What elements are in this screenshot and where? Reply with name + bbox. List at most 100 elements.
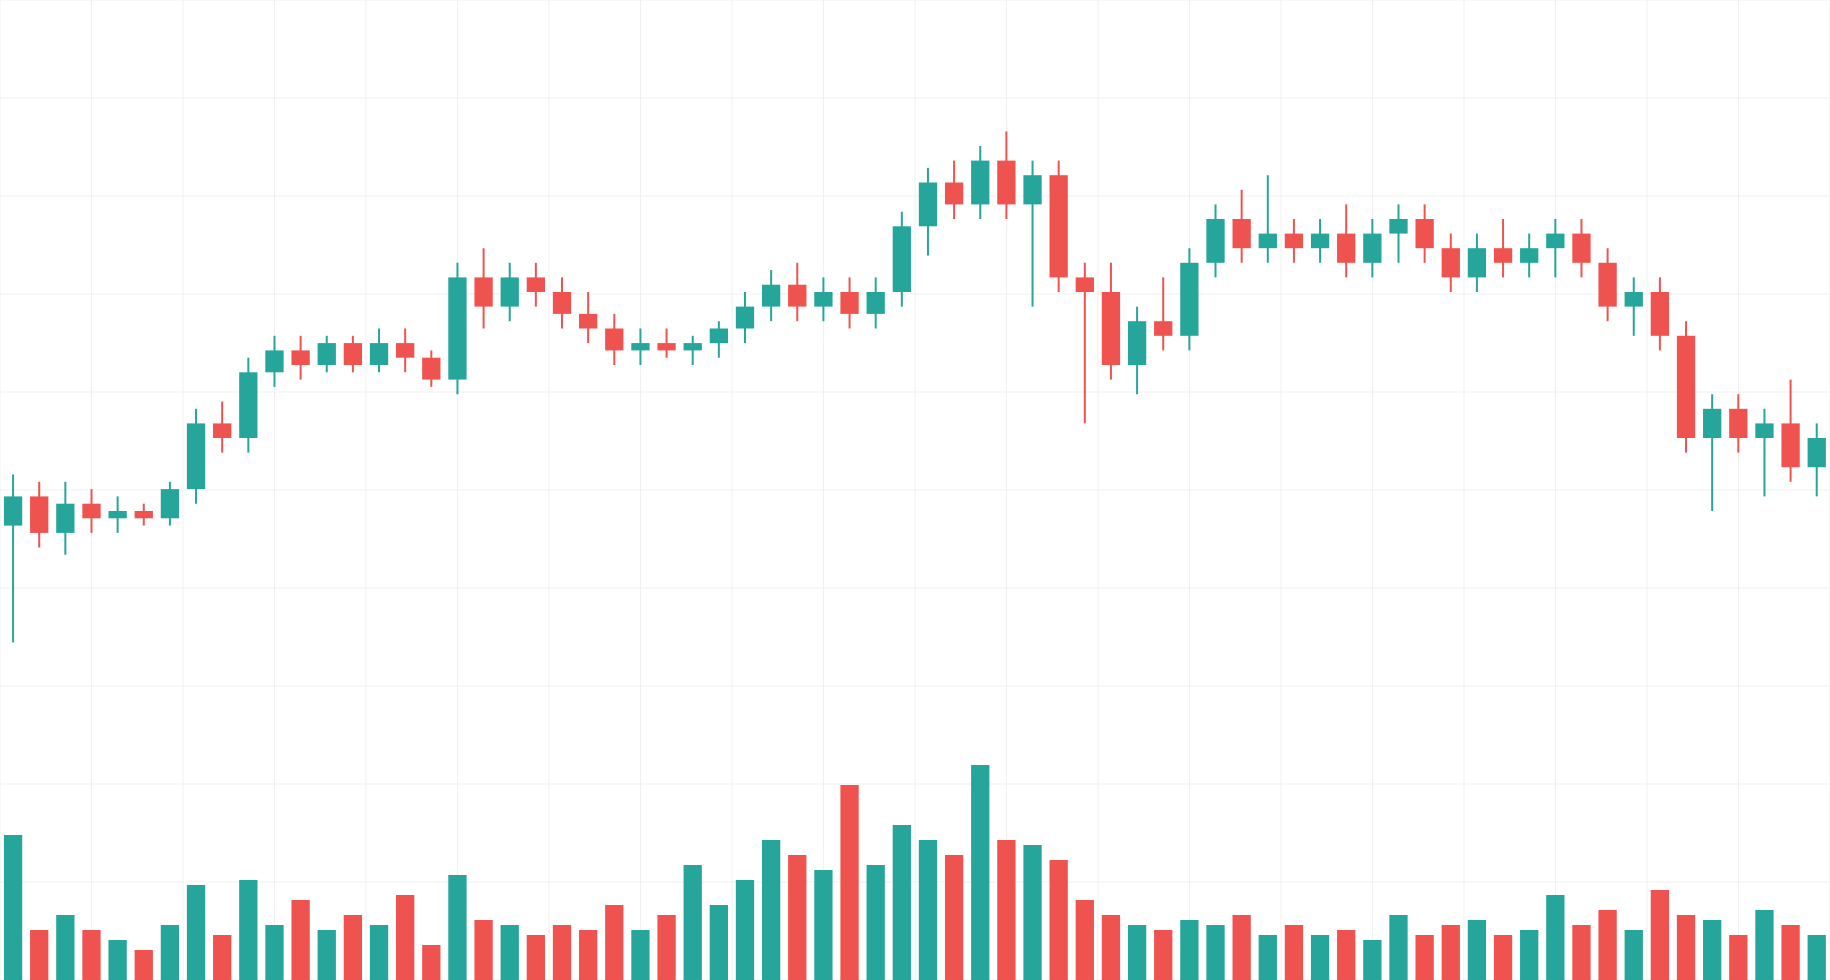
candle-body <box>657 343 675 350</box>
volume-bar <box>840 785 858 980</box>
volume-bar <box>448 875 466 980</box>
candle-body <box>1389 219 1407 234</box>
candle-body <box>710 329 728 344</box>
candle-body <box>919 183 937 227</box>
volume-bar <box>1598 910 1616 980</box>
volume-bar <box>1180 920 1198 980</box>
candle-body <box>1651 292 1669 336</box>
volume-bar <box>1572 925 1590 980</box>
candle-body <box>1233 219 1251 248</box>
volume-bar <box>56 915 74 980</box>
volume-bar <box>1259 935 1277 980</box>
candle-body <box>788 285 806 307</box>
candle-body <box>422 358 440 380</box>
volume-bar <box>605 905 623 980</box>
volume-bar <box>1206 925 1224 980</box>
candle-body <box>291 350 309 365</box>
candle-body <box>1050 175 1068 277</box>
candle-body <box>1259 234 1277 249</box>
volume-bar <box>1442 925 1460 980</box>
candle-body <box>1729 409 1747 438</box>
volume-bar <box>1494 935 1512 980</box>
candle-body <box>684 343 702 350</box>
candle-body <box>1755 423 1773 438</box>
volume-bar <box>1363 940 1381 980</box>
candle-body <box>893 226 911 292</box>
volume-bar <box>631 930 649 980</box>
candle-body <box>239 372 257 438</box>
candle-body <box>1285 234 1303 249</box>
candle-body <box>1494 248 1512 263</box>
candle-body <box>1598 263 1616 307</box>
candle-body <box>945 183 963 205</box>
candlestick-chart <box>0 0 1830 980</box>
volume-bar <box>1625 930 1643 980</box>
candle-body <box>736 307 754 329</box>
candle-body <box>1546 234 1564 249</box>
volume-bar <box>893 825 911 980</box>
volume-bar <box>736 880 754 980</box>
candle-body <box>1781 423 1799 467</box>
volume-bar <box>684 865 702 980</box>
volume-bar <box>1389 915 1407 980</box>
volume-bar <box>1755 910 1773 980</box>
volume-bar <box>265 925 283 980</box>
volume-bar <box>1546 895 1564 980</box>
candle-body <box>213 423 231 438</box>
candle-body <box>971 161 989 205</box>
candle-body <box>1625 292 1643 307</box>
candle-body <box>997 161 1015 205</box>
volume-bar <box>919 840 937 980</box>
candle-body <box>82 504 100 519</box>
candle-body <box>370 343 388 365</box>
candle-body <box>840 292 858 314</box>
chart-grid <box>0 0 1830 980</box>
candle-body <box>1180 263 1198 336</box>
candle-body <box>501 277 519 306</box>
volume-bar <box>1128 925 1146 980</box>
volume-bar <box>867 865 885 980</box>
candle-body <box>1337 234 1355 263</box>
volume-bar <box>187 885 205 980</box>
volume-bar <box>1415 935 1433 980</box>
volume-bar <box>788 855 806 980</box>
volume-bar <box>1468 920 1486 980</box>
volume-bar <box>1023 845 1041 980</box>
volume-bar <box>318 930 336 980</box>
volume-bar <box>762 840 780 980</box>
candle-body <box>318 343 336 365</box>
volume-bar <box>239 880 257 980</box>
candle-body <box>579 314 597 329</box>
volume-bar <box>1520 930 1538 980</box>
volume-bar <box>657 915 675 980</box>
candle-body <box>108 511 126 518</box>
volume-bar <box>1781 925 1799 980</box>
candle-body <box>135 511 153 518</box>
candle-body <box>396 343 414 358</box>
volume-bar <box>396 895 414 980</box>
volume-bar <box>344 915 362 980</box>
volume-bar <box>1076 900 1094 980</box>
candle-body <box>553 292 571 314</box>
volume-bar <box>30 930 48 980</box>
volume-bar <box>161 925 179 980</box>
volume-bar <box>1729 935 1747 980</box>
volume-bar <box>997 840 1015 980</box>
candle-body <box>1415 219 1433 248</box>
candle-body <box>1520 248 1538 263</box>
candle-body <box>631 343 649 350</box>
volume-bar <box>1285 925 1303 980</box>
candle-body <box>30 496 48 533</box>
candle-body <box>762 285 780 307</box>
candle-body <box>1206 219 1224 263</box>
candle-body <box>814 292 832 307</box>
volume-bar <box>1154 930 1172 980</box>
candle-body <box>4 496 22 525</box>
volume-bar <box>1808 935 1826 980</box>
volume-bar <box>1337 930 1355 980</box>
candle-body <box>1442 248 1460 277</box>
candle-body <box>867 292 885 314</box>
volume-bar <box>1233 915 1251 980</box>
volume-bar <box>527 935 545 980</box>
volume-bar <box>553 925 571 980</box>
